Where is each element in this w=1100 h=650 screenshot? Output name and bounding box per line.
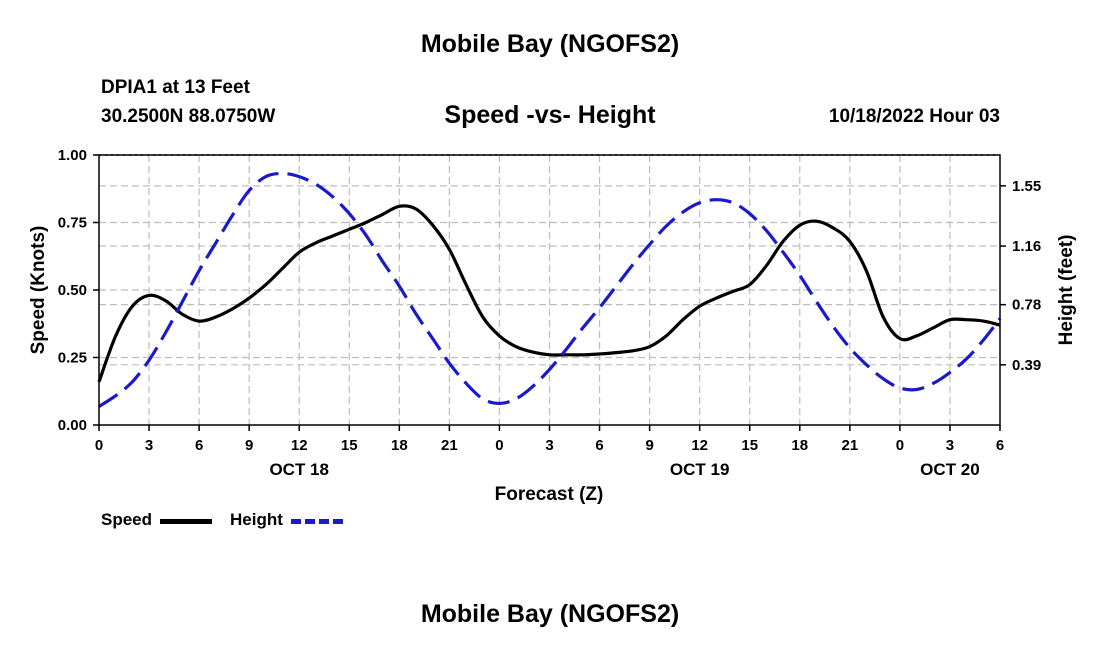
- chart-labels: 0 3 6 9 12 15 18 21 0 3 6 9 12 15 18 21 0 3 6 0.00 0.25 0.50 0…: [58, 147, 1041, 479]
- datetime-label: 10/18/2022 Hour 03: [828, 106, 1000, 127]
- legend-height-swatch: [291, 519, 343, 524]
- coordinates-label: 30.2500N 88.0750W: [101, 106, 276, 127]
- chart-grid: [99, 155, 1000, 425]
- series-line-height: [98, 171, 1002, 408]
- legend-speed-swatch: [160, 519, 212, 524]
- x-tick-label: 0: [495, 437, 503, 454]
- x-tick-label: 6: [195, 437, 203, 454]
- x-tick-label: 18: [791, 437, 808, 454]
- series-line-speed: [97, 204, 1001, 383]
- x-tick-label: 18: [391, 437, 408, 454]
- chart-series: [97, 171, 1002, 408]
- legend-speed-label: Speed: [101, 510, 153, 529]
- x-tick-label: 12: [291, 437, 308, 454]
- x-tick-label: 6: [595, 437, 603, 454]
- x-tick-label: 3: [545, 437, 553, 454]
- y-tick-label: 0.00: [58, 417, 87, 434]
- x-tick-label: 9: [245, 437, 253, 454]
- x-tick-label: 21: [841, 437, 858, 454]
- y-tick-label: 0.50: [58, 282, 87, 299]
- chart-subtitle: Speed -vs- Height: [444, 101, 656, 129]
- legend-height-label: Height: [230, 510, 283, 529]
- x-axis-label: Forecast (Z): [495, 484, 604, 505]
- x-tick-label: 0: [896, 437, 904, 454]
- x-tick-label: 21: [441, 437, 458, 454]
- y2-tick-label: 0.78: [1012, 297, 1041, 314]
- chart-ticks: [93, 154, 1006, 431]
- station-label: DPIA1 at 13 Feet: [101, 77, 250, 98]
- x-tick-label: 0: [95, 437, 103, 454]
- x-tick-label: 15: [741, 437, 758, 454]
- y2-tick-label: 1.16: [1012, 238, 1041, 255]
- y2-tick-label: 1.55: [1012, 178, 1041, 195]
- date-label: OCT 18: [269, 460, 329, 479]
- bottom-title: Mobile Bay (NGOFS2): [420, 600, 680, 628]
- top-title: Mobile Bay (NGOFS2): [420, 30, 680, 58]
- x-tick-label: 3: [145, 437, 153, 454]
- date-label: OCT 20: [920, 460, 980, 479]
- x-tick-label: 6: [996, 437, 1004, 454]
- x-tick-label: 15: [341, 437, 358, 454]
- y-tick-label: 0.25: [58, 350, 87, 367]
- x-tick-label: 12: [691, 437, 708, 454]
- y2-tick-label: 0.39: [1012, 357, 1041, 374]
- y-tick-label: 1.00: [58, 147, 87, 164]
- x-tick-label: 3: [946, 437, 954, 454]
- x-tick-label: 9: [645, 437, 653, 454]
- y2-axis-label: Height (feet): [1056, 235, 1077, 346]
- date-label: OCT 19: [670, 460, 730, 479]
- y-axis-label: Speed (Knots): [28, 226, 49, 355]
- y-tick-label: 0.75: [58, 215, 87, 232]
